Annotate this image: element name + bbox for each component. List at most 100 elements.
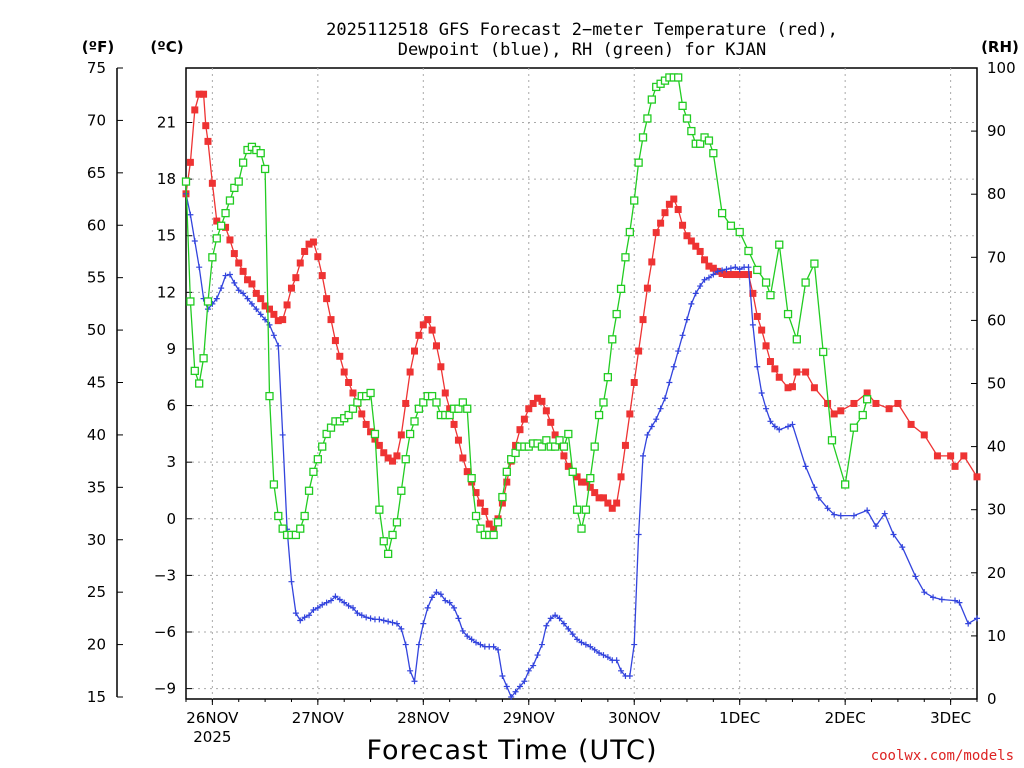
dewpoint-point: [292, 610, 299, 617]
rh-point: [564, 429, 573, 439]
dewpoint-point: [345, 602, 352, 609]
2-meter-temperature-point: [753, 312, 761, 320]
2-meter-temperature-point: [252, 289, 260, 297]
dewpoint-point: [314, 604, 321, 611]
dewpoint-point: [565, 625, 572, 632]
2-meter-temperature-point: [195, 90, 203, 98]
dewpoint-point: [815, 494, 822, 501]
dewpoint-point: [222, 272, 229, 279]
2-meter-temperature-point: [257, 295, 265, 303]
dewpoint-point: [248, 300, 255, 307]
2-meter-temperature-point: [830, 410, 838, 418]
rh-point: [221, 208, 230, 218]
dewpoint-point: [398, 625, 405, 632]
rh-point: [735, 227, 744, 237]
dewpoint-point: [789, 421, 796, 428]
2-meter-temperature-point: [560, 452, 568, 460]
dewpoint-point: [279, 431, 286, 438]
dewpoint-point: [429, 594, 436, 601]
2-meter-temperature-point: [424, 316, 432, 324]
2-meter-temperature-point: [824, 399, 832, 407]
dewpoint-point: [600, 652, 607, 659]
2-meter-temperature-point: [362, 420, 370, 428]
rh-point: [744, 246, 753, 256]
dewpoint-point: [635, 531, 642, 538]
2-meter-temperature-point: [279, 316, 287, 324]
rh-point: [414, 404, 424, 413]
fahrenheit-tick-label: 25: [87, 583, 106, 601]
x-axis-label: Forecast Time (UTC): [366, 735, 657, 766]
dewpoint-point: [727, 265, 734, 272]
dewpoint-point: [837, 512, 844, 519]
celsius-tick-label: 6: [166, 397, 176, 415]
2-meter-temperature-point: [604, 499, 612, 507]
rh-point: [594, 410, 604, 420]
dewpoint-point: [442, 597, 449, 604]
2-meter-temperature-point: [393, 452, 401, 460]
rh-point: [379, 537, 388, 546]
dewpoint-point: [754, 363, 761, 370]
2-meter-temperature-point: [476, 499, 484, 507]
2-meter-temperature-point: [679, 221, 687, 229]
2-meter-temperature-point: [564, 462, 572, 470]
dewpoint-point: [226, 271, 233, 278]
2-meter-temperature-point: [696, 247, 704, 255]
rh-point: [366, 388, 375, 398]
celsius-tick-label: 18: [157, 170, 176, 188]
dewpoint-point: [433, 589, 440, 596]
dewpoint-point: [758, 389, 765, 396]
dewpoint-point: [604, 654, 611, 661]
dewpoint-point: [411, 678, 418, 685]
2-meter-temperature-point: [788, 383, 796, 391]
dewpoint-point: [319, 601, 326, 608]
dewpoint-point: [341, 599, 348, 606]
dewpoint-point: [288, 578, 295, 585]
dewpoint-point: [270, 332, 277, 339]
dewpoint-point: [719, 267, 726, 274]
rh-point: [304, 486, 314, 495]
rh-point: [537, 442, 547, 451]
celsius-tick-label: 0: [166, 510, 176, 528]
x-tick-label: 3DEC: [930, 709, 971, 727]
2-meter-temperature-point: [894, 399, 902, 407]
rh-tick-label: 90: [987, 122, 1006, 140]
2-meter-temperature-point: [670, 195, 678, 203]
rh-point: [603, 373, 613, 382]
dewpoint-point: [697, 283, 704, 290]
2-meter-temperature-point: [498, 499, 506, 507]
rh-point: [375, 505, 384, 514]
2-meter-temperature-point: [529, 399, 537, 407]
2-meter-temperature-point: [490, 525, 498, 533]
2-meter-temperature-point: [402, 399, 410, 407]
rh-point: [344, 410, 353, 420]
series-layer: [181, 73, 981, 700]
2-meter-temperature-point: [261, 302, 269, 310]
rh-point: [256, 149, 265, 158]
2-meter-temperature-point: [793, 368, 801, 376]
2-meter-temperature-point: [472, 489, 480, 497]
rh-point: [555, 436, 564, 445]
2-meter-temperature-point: [384, 454, 392, 462]
fahrenheit-tick-label: 55: [87, 269, 106, 287]
rh-tick-label: 100: [987, 59, 1016, 77]
dewpoint-point: [670, 363, 677, 370]
2-meter-temperature-point: [775, 373, 783, 381]
x-tick-label: 28NOV: [397, 709, 450, 727]
credit-text: coolwx.com/models: [871, 748, 1014, 764]
dewpoint-point: [508, 694, 515, 700]
2-meter-temperature-point: [582, 478, 590, 486]
dewpoint-point: [297, 617, 304, 624]
rh-point: [190, 366, 199, 376]
rh-point: [300, 511, 309, 521]
dewpoint-point: [767, 418, 774, 425]
dewpoint-point: [714, 268, 721, 275]
dewpoint-point: [521, 678, 528, 685]
fahrenheit-tick-label: 70: [87, 111, 106, 129]
2-meter-temperature-point: [749, 289, 757, 297]
rh-point: [265, 391, 274, 401]
dewpoint-point: [332, 593, 339, 600]
2-meter-temperature-point: [296, 259, 304, 267]
2-meter-temperature-point: [432, 342, 440, 350]
dewpoint-point: [446, 599, 453, 606]
